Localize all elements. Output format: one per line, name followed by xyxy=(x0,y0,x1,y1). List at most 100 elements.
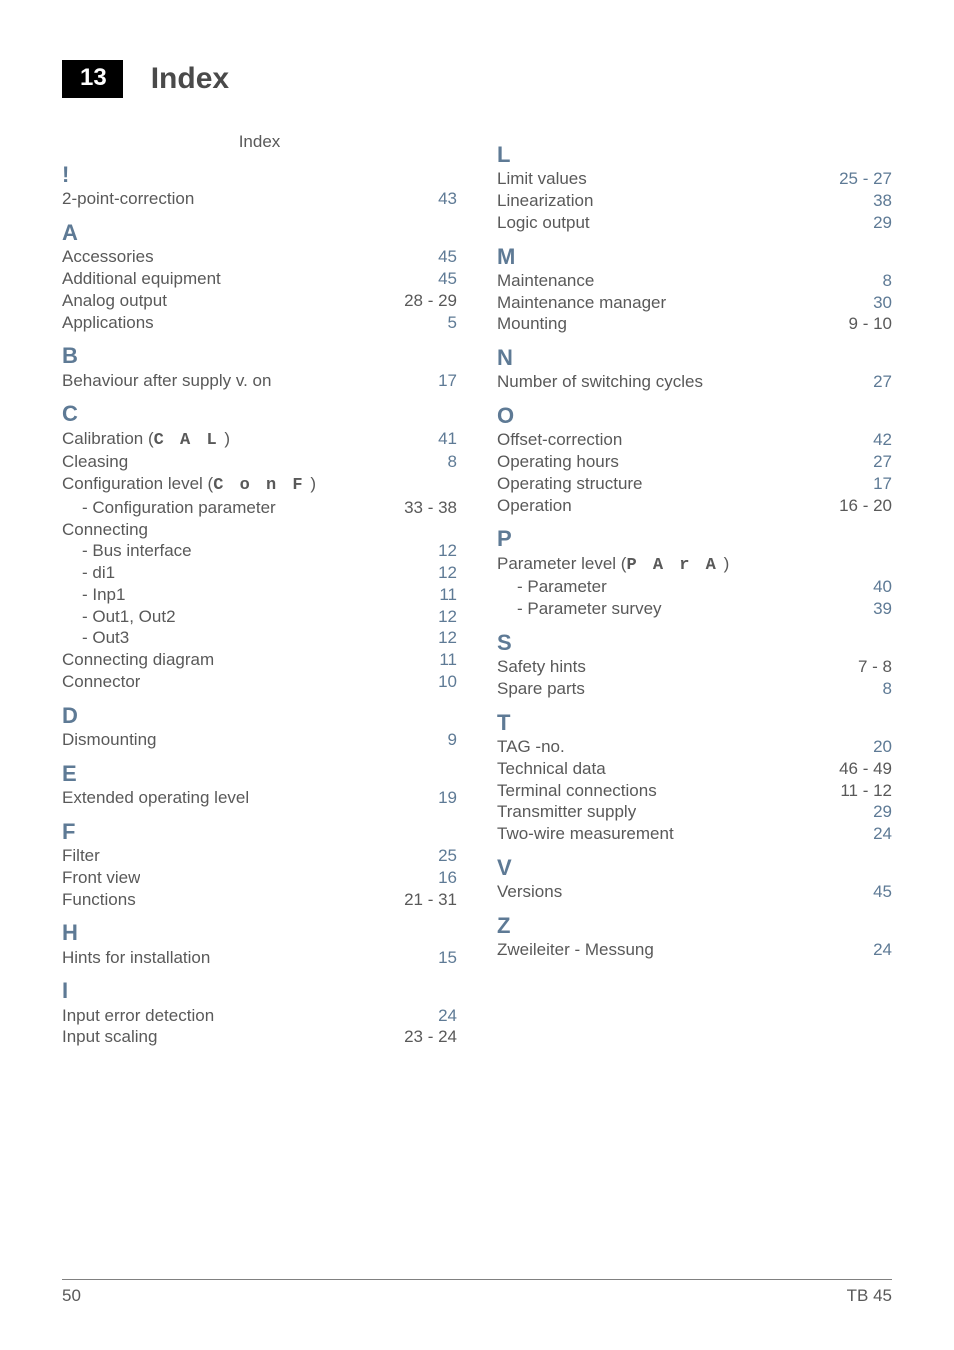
index-entry-page[interactable]: 20 xyxy=(863,736,892,758)
index-sub-page[interactable]: 12 xyxy=(428,540,457,562)
index-entry-label: Input error detection xyxy=(62,1005,214,1027)
index-entry: Input error detection 24 xyxy=(62,1005,457,1027)
index-entry-page[interactable]: 45 xyxy=(428,268,457,290)
index-entry: Additional equipment45 xyxy=(62,268,457,290)
index-sub-page[interactable]: 12 xyxy=(428,606,457,628)
index-entry: Applications 5 xyxy=(62,312,457,334)
index-entry-page[interactable]: 29 xyxy=(863,212,892,234)
index-sub-label: - Bus interface xyxy=(82,540,192,562)
index-entry-page[interactable]: 19 xyxy=(428,787,457,809)
index-entry: Limit values25 - 27 xyxy=(497,168,892,190)
index-entry-page[interactable]: 8 xyxy=(873,678,892,700)
index-entry-page[interactable]: 17 xyxy=(863,473,892,495)
index-entry-label: Behaviour after supply v. on xyxy=(62,370,271,392)
index-letter: V xyxy=(497,855,892,880)
index-sub-page[interactable]: 40 xyxy=(863,576,892,598)
index-entry-page[interactable]: 41 xyxy=(428,428,457,450)
index-entry-page[interactable]: 43 xyxy=(428,188,457,210)
index-entry-label: Calibration (C A L ) xyxy=(62,428,230,452)
index-entry-label: Applications xyxy=(62,312,154,334)
index-entry-page[interactable]: 8 xyxy=(873,270,892,292)
index-entry-page[interactable]: 42 xyxy=(863,429,892,451)
index-entry-label: Input scaling xyxy=(62,1026,157,1048)
index-letter: T xyxy=(497,710,892,735)
index-sub-entry: - Parameter survey39 xyxy=(497,598,892,620)
index-entry-label: Operating structure xyxy=(497,473,643,495)
index-entry-page[interactable]: 10 xyxy=(428,671,457,693)
index-entry-page[interactable]: 15 xyxy=(428,947,457,969)
index-entry-label: Technical data xyxy=(497,758,606,780)
index-entry: Number of switching cycles27 xyxy=(497,371,892,393)
index-letter: S xyxy=(497,630,892,655)
index-entry-page[interactable]: 38 xyxy=(863,190,892,212)
index-entry-label: Safety hints xyxy=(497,656,586,678)
index-entry-page[interactable]: 24 xyxy=(428,1005,457,1027)
index-entry-label: Logic output xyxy=(497,212,590,234)
index-entry-label: Dismounting xyxy=(62,729,157,751)
index-columns: Index !2-point-correction43AAccessories4… xyxy=(62,132,892,1048)
index-sub-label: - di1 xyxy=(82,562,115,584)
index-entry-page[interactable]: 25 xyxy=(428,845,457,867)
index-sub-page[interactable]: 12 xyxy=(428,627,457,649)
index-entry: Terminal connections11 - 12 xyxy=(497,780,892,802)
index-letter: A xyxy=(62,220,457,245)
seven-segment-text: C o n F xyxy=(213,476,305,495)
index-entry-label: Linearization xyxy=(497,190,593,212)
chapter-number: 13 xyxy=(80,64,107,91)
index-column-left: Index !2-point-correction43AAccessories4… xyxy=(62,132,457,1048)
index-entry-page[interactable]: 30 xyxy=(863,292,892,314)
index-entry-label: Operating hours xyxy=(497,451,619,473)
index-entry: Offset-correction42 xyxy=(497,429,892,451)
index-entry-page[interactable]: 9 xyxy=(438,729,457,751)
index-letter: Z xyxy=(497,913,892,938)
index-entry-page[interactable]: 24 xyxy=(863,939,892,961)
index-letter: O xyxy=(497,403,892,428)
index-entry: Filter25 xyxy=(62,845,457,867)
footer: 50 TB 45 xyxy=(62,1279,892,1306)
chapter-number-box: 13 xyxy=(62,60,123,98)
index-entry-page: 21 - 31 xyxy=(394,889,457,911)
index-column-right: LLimit values25 - 27Linearization38Logic… xyxy=(497,132,892,1048)
index-entry: Hints for installation15 xyxy=(62,947,457,969)
index-entry-label: 2-point-correction xyxy=(62,188,194,210)
index-entry-page[interactable]: 5 xyxy=(438,312,457,334)
index-entry-page[interactable]: 11 xyxy=(429,649,457,671)
index-entry-page[interactable]: 45 xyxy=(863,881,892,903)
index-entry-page[interactable]: 17 xyxy=(428,370,457,392)
index-letter: E xyxy=(62,761,457,786)
index-entry-page[interactable]: 27 xyxy=(863,371,892,393)
index-entry-label: Configuration level (C o n F ) xyxy=(62,473,316,497)
index-sub-entry: - Configuration parameter33 - 38 xyxy=(62,497,457,519)
index-letter: ! xyxy=(62,162,457,187)
index-entry: Linearization 38 xyxy=(497,190,892,212)
index-entry-page[interactable]: 8 xyxy=(438,451,457,473)
index-sub-entry: - Out1, Out212 xyxy=(62,606,457,628)
index-entry: Behaviour after supply v. on 17 xyxy=(62,370,457,392)
index-entry-page[interactable]: 25 - 27 xyxy=(829,168,892,190)
index-entry-page[interactable]: 27 xyxy=(863,451,892,473)
index-entry: Operating hours 27 xyxy=(497,451,892,473)
index-entry-page[interactable]: 24 xyxy=(863,823,892,845)
index-letter: N xyxy=(497,345,892,370)
index-entry-label: Accessories xyxy=(62,246,154,268)
index-entry: Dismounting 9 xyxy=(62,729,457,751)
index-sub-entry: - di1 12 xyxy=(62,562,457,584)
index-entry: Two-wire measurement24 xyxy=(497,823,892,845)
index-entry: Accessories 45 xyxy=(62,246,457,268)
index-entry-page[interactable]: 29 xyxy=(863,801,892,823)
index-entry: Operating structure 17 xyxy=(497,473,892,495)
index-entry: Front view16 xyxy=(62,867,457,889)
index-entry: 2-point-correction 43 xyxy=(62,188,457,210)
index-entry-label: Connector xyxy=(62,671,140,693)
seven-segment-text: P A r A xyxy=(626,556,718,575)
index-sub-page: 33 - 38 xyxy=(394,497,457,519)
index-sub-page[interactable]: 39 xyxy=(863,598,892,620)
index-sub-entry: - Inp111 xyxy=(62,584,457,606)
index-entry-page[interactable]: 16 xyxy=(428,867,457,889)
index-entry: Spare parts8 xyxy=(497,678,892,700)
index-entry-page[interactable]: 45 xyxy=(428,246,457,268)
index-letter: H xyxy=(62,920,457,945)
index-sub-page[interactable]: 11 xyxy=(429,584,457,606)
index-entry-page: 16 - 20 xyxy=(829,495,892,517)
index-sub-page[interactable]: 12 xyxy=(428,562,457,584)
